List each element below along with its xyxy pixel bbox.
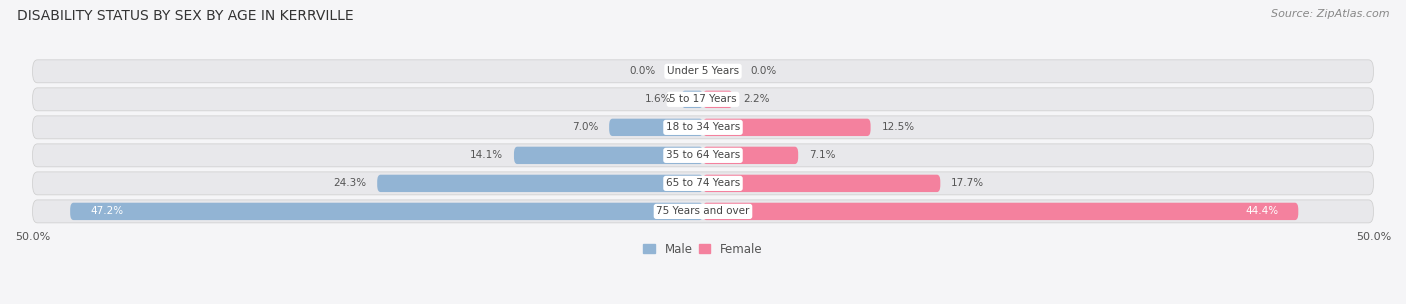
Text: DISABILITY STATUS BY SEX BY AGE IN KERRVILLE: DISABILITY STATUS BY SEX BY AGE IN KERRV… — [17, 9, 353, 23]
FancyBboxPatch shape — [32, 200, 1374, 223]
Text: Source: ZipAtlas.com: Source: ZipAtlas.com — [1271, 9, 1389, 19]
Text: 1.6%: 1.6% — [644, 94, 671, 104]
Text: 17.7%: 17.7% — [950, 178, 984, 188]
Text: 2.2%: 2.2% — [744, 94, 769, 104]
Text: 5 to 17 Years: 5 to 17 Years — [669, 94, 737, 104]
Text: 12.5%: 12.5% — [882, 122, 914, 132]
Text: 35 to 64 Years: 35 to 64 Years — [666, 150, 740, 161]
FancyBboxPatch shape — [703, 203, 1298, 220]
FancyBboxPatch shape — [703, 119, 870, 136]
FancyBboxPatch shape — [377, 175, 703, 192]
FancyBboxPatch shape — [703, 175, 941, 192]
FancyBboxPatch shape — [703, 91, 733, 108]
FancyBboxPatch shape — [515, 147, 703, 164]
Text: 0.0%: 0.0% — [630, 66, 657, 76]
FancyBboxPatch shape — [32, 88, 1374, 111]
FancyBboxPatch shape — [70, 203, 703, 220]
Text: 44.4%: 44.4% — [1246, 206, 1278, 216]
FancyBboxPatch shape — [32, 172, 1374, 195]
Text: 24.3%: 24.3% — [333, 178, 367, 188]
FancyBboxPatch shape — [32, 60, 1374, 83]
FancyBboxPatch shape — [609, 119, 703, 136]
FancyBboxPatch shape — [32, 116, 1374, 139]
FancyBboxPatch shape — [32, 144, 1374, 167]
Text: 65 to 74 Years: 65 to 74 Years — [666, 178, 740, 188]
Text: Under 5 Years: Under 5 Years — [666, 66, 740, 76]
FancyBboxPatch shape — [682, 91, 703, 108]
Text: 18 to 34 Years: 18 to 34 Years — [666, 122, 740, 132]
FancyBboxPatch shape — [703, 147, 799, 164]
Text: 47.2%: 47.2% — [90, 206, 124, 216]
Text: 75 Years and over: 75 Years and over — [657, 206, 749, 216]
Text: 7.1%: 7.1% — [808, 150, 835, 161]
Text: 0.0%: 0.0% — [749, 66, 776, 76]
Text: 14.1%: 14.1% — [470, 150, 503, 161]
Legend: Male, Female: Male, Female — [638, 238, 768, 261]
Text: 7.0%: 7.0% — [572, 122, 599, 132]
